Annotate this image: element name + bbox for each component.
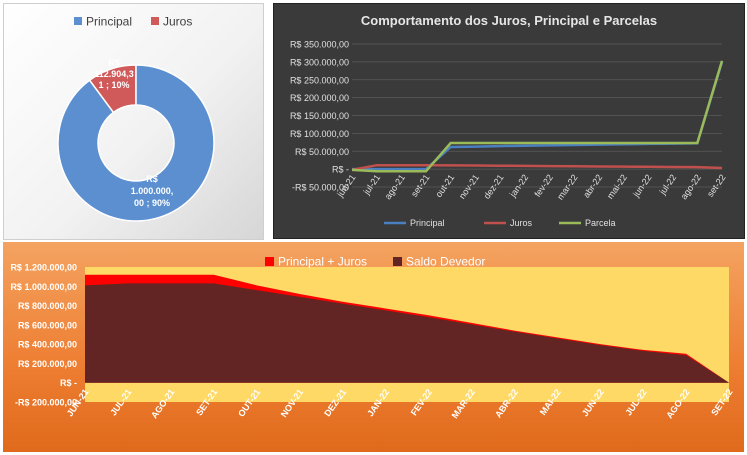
x-tick-label: set-22 — [705, 173, 728, 199]
area-series-saldo-devedor — [85, 283, 729, 383]
y-tick-label: R$ 350.000,00 — [290, 40, 349, 50]
line-chart: Comportamento dos Juros, Principal e Par… — [290, 13, 728, 228]
area-chart: -R$ 200.000,00 R$ - R$ 200.000,00 R$ 400.00… — [10, 255, 734, 421]
series-line-parcela — [351, 60, 724, 173]
principal-slice — [57, 64, 215, 222]
series-line-juros — [351, 163, 723, 172]
legend-label-juros: Juros — [510, 218, 533, 228]
y-tick-label: R$ - — [332, 165, 349, 175]
y-tick-label: R$ 200.000,00 — [18, 359, 77, 369]
area-chart-panel: -R$ 200.000,00 R$ - R$ 200.000,00 R$ 400.00… — [3, 242, 744, 452]
y-tick-label: R$ 100.000,00 — [290, 129, 349, 139]
x-tick-label: jan-22 — [507, 173, 530, 200]
legend-label-saldo-devedor: Saldo Devedor — [406, 255, 485, 269]
y-tick-label: R$ 800.000,00 — [18, 301, 77, 311]
legend-label-parcela: Parcela — [585, 218, 616, 228]
x-tick-label: abr-22 — [581, 173, 604, 200]
x-tick-label: out-21 — [433, 173, 456, 200]
legend-swatch-principal-juros — [265, 257, 274, 266]
legend-label-juros: Juros — [163, 15, 192, 29]
y-tick-label: R$ 400.000,00 — [18, 340, 77, 350]
donut-legend: Principal Juros — [74, 15, 192, 29]
y-tick-label: -R$ 50.000,00 — [292, 183, 349, 193]
principal-data-label: R$ — [146, 174, 158, 184]
legend-label-principal: Principal — [410, 218, 445, 228]
y-tick-label: R$ - — [60, 378, 77, 388]
legend-swatch-juros — [151, 17, 159, 25]
x-tick-label: jun-22 — [631, 173, 654, 200]
line-chart-panel: Comportamento dos Juros, Principal e Par… — [273, 3, 745, 239]
legend-swatch-saldo-devedor — [393, 257, 402, 266]
y-tick-label: R$ 150.000,00 — [290, 111, 349, 121]
y-tick-label: R$ 50.000,00 — [295, 147, 349, 157]
x-tick-label: set-21 — [409, 173, 432, 199]
principal-data-label: 1.000.000, — [131, 186, 174, 196]
legend-label-principal-juros: Principal + Juros — [278, 255, 367, 269]
line-chart-title: Comportamento dos Juros, Principal e Par… — [361, 13, 657, 28]
y-tick-label: -R$ 200.000,00 — [15, 398, 77, 408]
donut-chart: Principal Juros R$112.904,31 ; 10%R$1.000… — [57, 15, 215, 222]
x-tick-label: jul-22 — [657, 173, 678, 198]
y-tick-label: R$ 1.000.000,00 — [10, 282, 77, 292]
y-tick-label: R$ 600.000,00 — [18, 320, 77, 330]
y-tick-label: R$ 200.000,00 — [290, 93, 349, 103]
legend-swatch-principal — [74, 17, 82, 25]
x-tick-label: fev-22 — [532, 173, 555, 199]
legend-label-principal: Principal — [86, 15, 132, 29]
x-tick-label: jul-21 — [361, 173, 382, 198]
principal-data-label: 00 ; 90% — [134, 198, 170, 208]
juros-data-label: 112.904,3 — [94, 69, 134, 79]
donut-chart-panel: Principal Juros R$ 112.904,3 1 ; 10% R$ 1.000… — [3, 3, 264, 240]
y-tick-label: R$ 250.000,00 — [290, 75, 349, 85]
juros-data-label: R$ — [108, 58, 120, 68]
juros-data-label: 1 ; 10% — [98, 80, 129, 90]
y-tick-label: R$ 300.000,00 — [290, 57, 349, 67]
y-tick-label: R$ 1.200.000,00 — [10, 263, 77, 273]
